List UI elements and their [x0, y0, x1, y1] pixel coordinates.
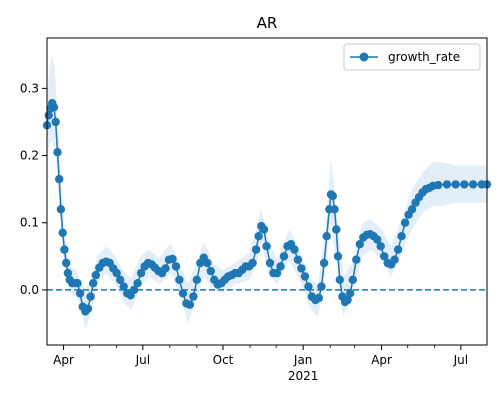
- data-point: [112, 268, 121, 278]
- data-point: [58, 228, 67, 237]
- x-tick-label: Jul: [453, 353, 468, 367]
- data-point: [335, 275, 344, 284]
- data-point: [61, 258, 71, 268]
- data-point: [73, 279, 82, 288]
- data-point: [251, 245, 261, 254]
- data-point: [333, 252, 343, 261]
- legend-marker-swatch: [359, 52, 369, 62]
- data-point: [53, 148, 62, 157]
- x-tick-label: Apr: [371, 353, 392, 367]
- plot-frame: [46, 37, 488, 346]
- data-point: [91, 270, 101, 280]
- data-point: [119, 282, 128, 291]
- legend-box: [343, 43, 481, 71]
- data-point: [265, 258, 275, 268]
- y-tick-label: 0.3: [20, 81, 39, 95]
- x-tick-label: Jul: [135, 353, 150, 367]
- data-point: [175, 275, 184, 284]
- data-point: [129, 285, 139, 295]
- data-point: [116, 275, 125, 284]
- y-tick-label: 0.2: [20, 149, 39, 163]
- data-point: [133, 279, 142, 288]
- confidence-band: [47, 54, 487, 331]
- data-point: [400, 218, 410, 227]
- data-point: [304, 282, 313, 291]
- data-point: [376, 242, 385, 251]
- data-point: [60, 245, 69, 254]
- y-axis-ticks: 0.0 0.1 0.2 0.3: [20, 81, 47, 297]
- data-point: [451, 180, 460, 189]
- data-point: [442, 180, 452, 189]
- data-point: [56, 205, 66, 214]
- data-point: [83, 304, 93, 313]
- data-point: [317, 282, 326, 291]
- data-point: [254, 232, 263, 241]
- x-axis-ticks: Apr Jul Oct Jan 2021 Apr Jul: [53, 345, 468, 383]
- data-point: [86, 292, 95, 301]
- data-point: [300, 272, 310, 281]
- data-point: [434, 180, 443, 190]
- data-point: [380, 252, 389, 261]
- data-point: [373, 235, 382, 244]
- data-point: [355, 240, 364, 249]
- data-point: [49, 103, 59, 112]
- data-point: [393, 245, 403, 254]
- data-point: [192, 275, 202, 284]
- data-point: [206, 266, 215, 276]
- data-point: [328, 191, 337, 201]
- data-point: [390, 255, 399, 264]
- x-tick-label: Oct: [213, 353, 234, 367]
- data-point: [272, 268, 282, 278]
- confidence-band-layer: [47, 54, 487, 331]
- x-tick-sublabel: 2021: [288, 369, 319, 383]
- x-tick-label: Jan: [293, 353, 313, 367]
- legend: growth_rate: [343, 43, 481, 71]
- data-point: [189, 292, 198, 301]
- data-point: [262, 242, 271, 251]
- data-point: [276, 262, 285, 271]
- data-point: [322, 232, 331, 241]
- data-point: [55, 174, 64, 184]
- data-point: [161, 264, 170, 273]
- data-point: [330, 205, 339, 214]
- data-point: [314, 293, 323, 303]
- y-tick-label: 0.1: [20, 216, 39, 230]
- data-point: [171, 262, 181, 271]
- data-point: [75, 289, 85, 298]
- data-point: [348, 275, 357, 284]
- y-tick-label: 0.0: [20, 283, 39, 297]
- data-point: [63, 268, 73, 278]
- data-point: [185, 300, 195, 309]
- data-point: [168, 254, 177, 264]
- data-point: [332, 225, 341, 234]
- data-point: [178, 289, 188, 298]
- data-point: [203, 258, 212, 268]
- data-point: [293, 255, 303, 264]
- data-point: [468, 180, 478, 189]
- data-point: [319, 258, 329, 268]
- x-tick-label: Apr: [53, 353, 74, 367]
- series-points-layer: [42, 99, 492, 316]
- data-point: [460, 180, 469, 189]
- chart-title: AR: [257, 14, 278, 32]
- data-point: [136, 268, 146, 278]
- legend-label: growth_rate: [388, 50, 460, 64]
- data-point: [290, 245, 299, 254]
- data-point: [248, 258, 257, 268]
- data-point: [51, 117, 60, 127]
- data-point: [407, 205, 417, 214]
- data-point: [397, 232, 406, 241]
- data-point: [279, 252, 289, 261]
- data-point: [297, 264, 306, 273]
- data-point: [346, 289, 355, 298]
- data-point: [352, 255, 361, 264]
- data-point: [259, 225, 269, 234]
- data-point: [89, 279, 98, 288]
- data-point: [343, 295, 352, 305]
